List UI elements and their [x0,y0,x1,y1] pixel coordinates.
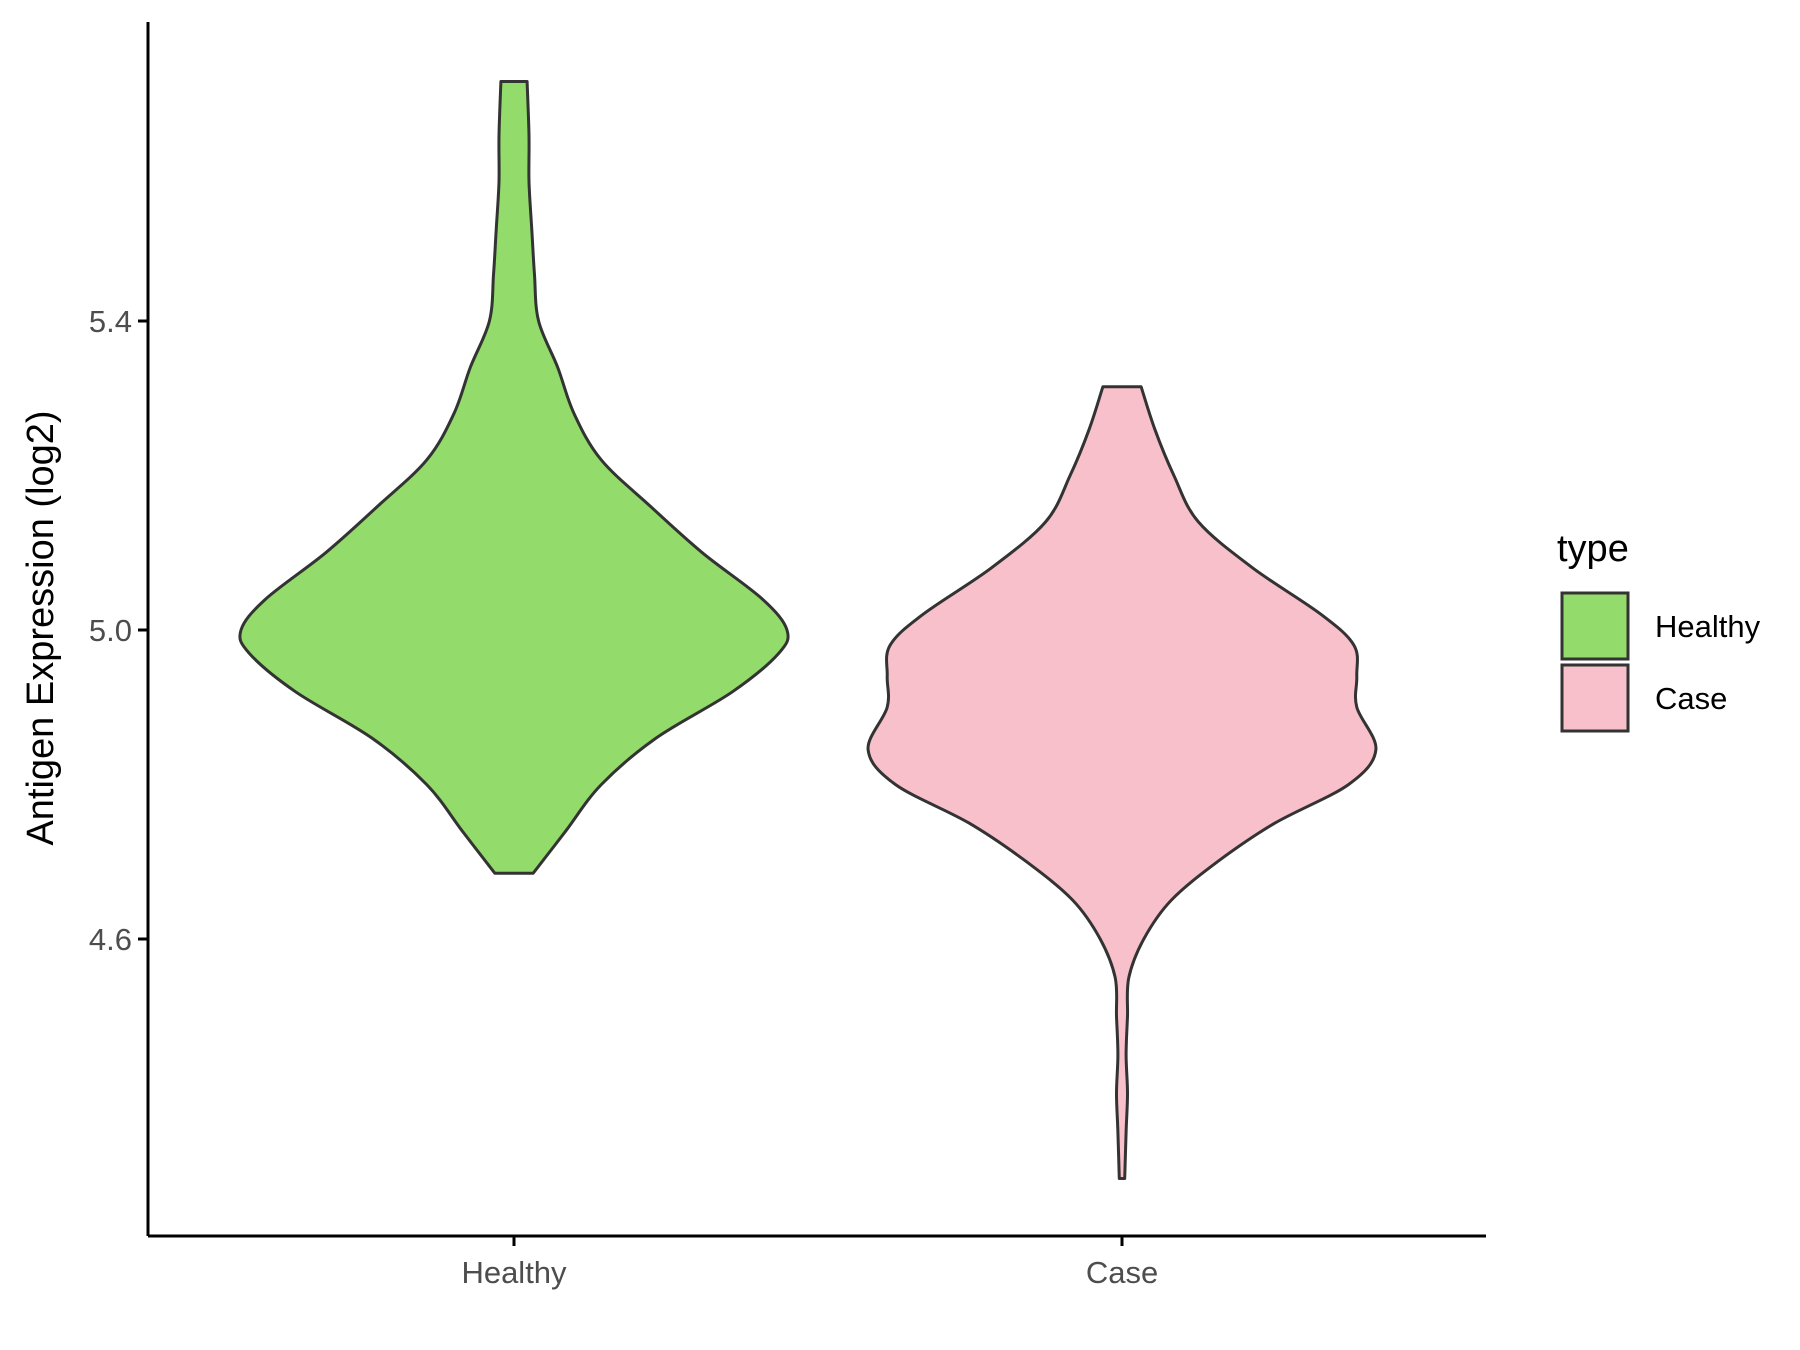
legend-title: type [1557,528,1629,570]
x-tick-label: Case [1086,1255,1158,1290]
y-axis-title: Antigen Expression (log2) [20,410,62,845]
violins-layer [238,80,1378,1180]
y-tick-label: 5.4 [89,304,132,339]
legend-swatch-healthy [1560,591,1630,661]
y-tick-label: 4.6 [89,922,132,957]
legend-label: Healthy [1655,609,1761,644]
violin-healthy [238,80,790,875]
legend: type Healthy Case [1557,528,1761,733]
legend-swatch-case [1560,663,1630,733]
x-tick-label: Healthy [461,1255,567,1290]
y-ticks: 4.6 5.0 5.4 [89,304,148,957]
legend-label: Case [1655,681,1727,716]
violin-case [866,385,1378,1180]
y-tick-label: 5.0 [89,613,132,648]
x-ticks: Healthy Case [461,1236,1158,1290]
